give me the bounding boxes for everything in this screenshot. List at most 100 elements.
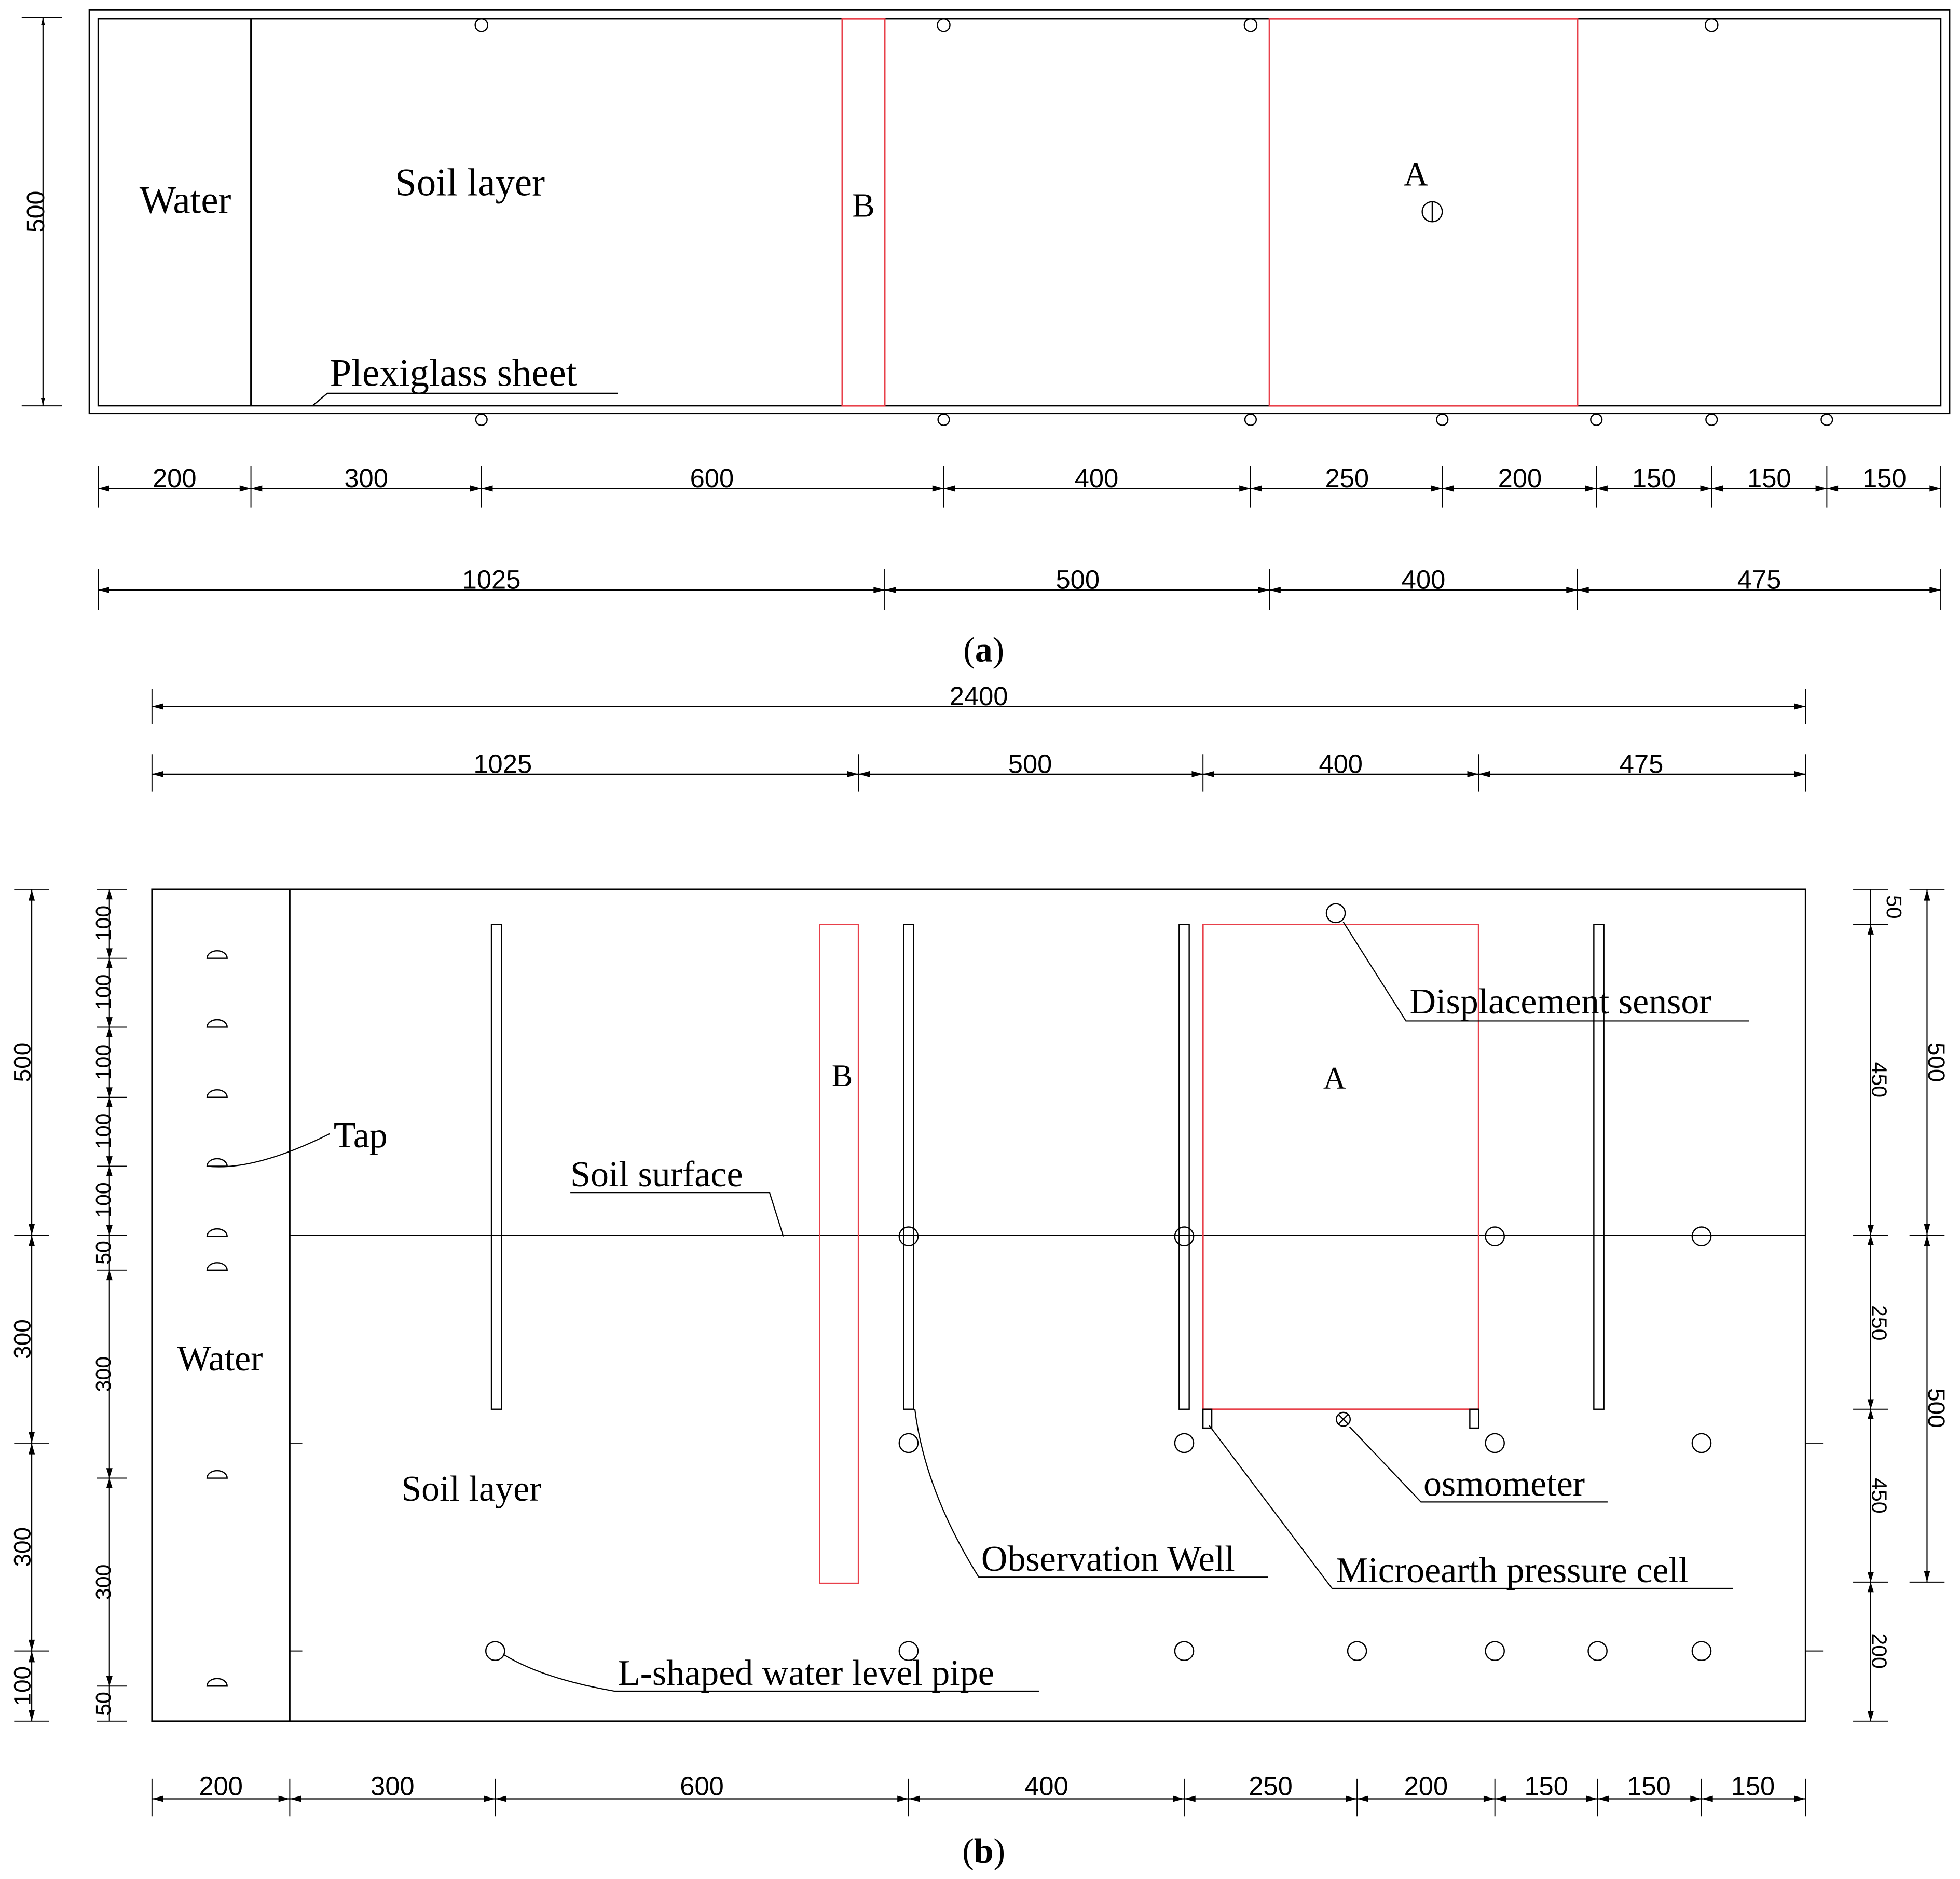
dim-label: 50 bbox=[91, 1692, 115, 1716]
panel-b-right-inner-dims: 50 450 250 450 200 bbox=[1853, 888, 1906, 1722]
observation-well-leader bbox=[914, 1409, 1268, 1578]
plexiglass-label: Plexiglass sheet bbox=[330, 352, 577, 395]
tap-symbol bbox=[206, 1678, 228, 1687]
dim-label: 50 bbox=[91, 1241, 115, 1265]
dim-label: 1025 bbox=[462, 565, 521, 595]
tap-symbol bbox=[206, 1262, 228, 1271]
observation-well-label: Observation Well bbox=[981, 1539, 1235, 1579]
panel-a-height-dim: 500 bbox=[22, 191, 50, 233]
dim-label: 1025 bbox=[473, 749, 532, 778]
sensor-markers-top bbox=[474, 18, 1719, 32]
panel-b-top-row-dim: 1025 500 400 475 bbox=[151, 749, 1806, 792]
dim-label: 600 bbox=[680, 1771, 724, 1801]
soil-layer-label: Soil layer bbox=[395, 161, 545, 204]
tank-outer-frame bbox=[88, 9, 1951, 415]
displacement-sensor-label: Displacement sensor bbox=[1410, 982, 1711, 1022]
sensor-marker bbox=[1243, 18, 1258, 32]
displacement-sensor-symbol bbox=[1325, 903, 1346, 924]
panel-b-section-view: 2400 1025 500 400 475 bbox=[9, 681, 1950, 1871]
dim-label: 300 bbox=[344, 463, 388, 493]
pressure-cell-label: Microearth pressure cell bbox=[1336, 1551, 1689, 1590]
sensor-marker bbox=[1704, 18, 1719, 32]
dim-label: 100 bbox=[91, 1045, 115, 1080]
dim-label: 300 bbox=[91, 1565, 115, 1600]
zone-a-outline bbox=[1202, 924, 1479, 1410]
dim-label: 500 bbox=[1923, 1043, 1950, 1082]
soil-surface-leader bbox=[570, 1192, 784, 1237]
dim-label: 150 bbox=[1632, 463, 1676, 493]
dim-label: 250 bbox=[1325, 463, 1369, 493]
panel-a-dim-row-2: 1025 500 400 475 bbox=[98, 565, 1942, 610]
pressure-cell-symbol bbox=[1469, 1408, 1479, 1429]
panel-a-plan-view: Water Soil layer B A Plexiglass sheet 50… bbox=[21, 9, 1951, 669]
tap-label: Tap bbox=[334, 1116, 388, 1156]
tap-symbol bbox=[206, 950, 228, 959]
tap-symbol bbox=[206, 1470, 228, 1479]
observation-well bbox=[903, 924, 914, 1410]
dim-label: 200 bbox=[1404, 1771, 1448, 1801]
dim-label: 500 bbox=[1008, 749, 1052, 778]
soil-surface-label: Soil surface bbox=[570, 1155, 743, 1195]
sensor-marker bbox=[1820, 413, 1833, 426]
dim-label: 400 bbox=[1402, 565, 1446, 595]
zone-b-outline bbox=[819, 924, 859, 1584]
sensor-markers-bottom bbox=[475, 413, 1833, 426]
dim-label: 150 bbox=[1627, 1771, 1671, 1801]
sensor-marker bbox=[1705, 413, 1718, 426]
dim-label: 300 bbox=[9, 1527, 36, 1567]
pressure-cell-leader bbox=[1209, 1425, 1733, 1589]
tank-section-frame bbox=[151, 888, 1806, 1722]
dim-label: 300 bbox=[91, 1356, 115, 1392]
dim-label: 300 bbox=[9, 1319, 36, 1359]
panel-b-bottom-dims: 200 300 600 400 250 200 150 150 150 bbox=[151, 1771, 1806, 1817]
dim-label: 150 bbox=[1731, 1771, 1775, 1801]
tap-symbol bbox=[206, 1158, 228, 1167]
zone-a-outline bbox=[1268, 18, 1579, 407]
dim-label: 100 bbox=[91, 975, 115, 1010]
dim-label: 400 bbox=[1075, 463, 1119, 493]
dim-label: 100 bbox=[91, 1114, 115, 1149]
edge-tick-marks bbox=[290, 1442, 1824, 1652]
tap-symbol bbox=[206, 1019, 228, 1028]
dim-label: 50 bbox=[1882, 895, 1906, 919]
dim-label: 300 bbox=[371, 1771, 415, 1801]
taps bbox=[206, 950, 228, 1687]
panel-b-top-total-dim: 2400 bbox=[151, 681, 1806, 724]
soil-layer-label: Soil layer bbox=[401, 1469, 541, 1509]
tank-inner-frame bbox=[97, 18, 1942, 407]
zone-a-label: A bbox=[1323, 1061, 1346, 1096]
panel-a-dim-row-1: 200 300 600 400 250 200 150 150 150 bbox=[98, 463, 1942, 508]
sensor-marker bbox=[1244, 413, 1257, 426]
tap-symbol bbox=[206, 1089, 228, 1098]
dim-label: 250 bbox=[1867, 1305, 1891, 1340]
observation-well bbox=[490, 924, 502, 1410]
total-length-dim: 2400 bbox=[950, 681, 1008, 711]
sensor-marker bbox=[1436, 413, 1449, 426]
displacement-sensor-leader bbox=[1342, 922, 1749, 1022]
water-label: Water bbox=[140, 179, 231, 222]
dim-label: 200 bbox=[153, 463, 197, 493]
sensor-marker bbox=[475, 413, 488, 426]
panel-b-caption: (b) bbox=[962, 1832, 1005, 1871]
dim-label: 100 bbox=[91, 1182, 115, 1217]
zone-a-label: A bbox=[1404, 156, 1428, 193]
panel-a-left-dimension: 500 bbox=[21, 17, 62, 407]
dim-label: 100 bbox=[91, 906, 115, 941]
zone-b-label: B bbox=[852, 187, 874, 225]
plexiglass-leader bbox=[312, 392, 618, 407]
dim-label: 400 bbox=[1024, 1771, 1068, 1801]
zone-b-label: B bbox=[832, 1059, 853, 1093]
panel-b-left-inner-dims: 100 100 100 100 100 50 300 300 50 bbox=[91, 888, 127, 1722]
dim-label: 450 bbox=[1867, 1478, 1891, 1513]
sensor-marker bbox=[474, 18, 489, 32]
displacement-sensor-a-symbol bbox=[1421, 201, 1443, 223]
dim-label: 150 bbox=[1862, 463, 1907, 493]
osmometer-leader bbox=[1349, 1426, 1608, 1503]
dim-label: 450 bbox=[1867, 1062, 1891, 1098]
panel-b-left-outer-dims: 500 300 300 100 bbox=[9, 888, 49, 1722]
pressure-cell-symbol bbox=[1202, 1408, 1213, 1429]
dim-label: 200 bbox=[1867, 1633, 1891, 1668]
observation-well bbox=[1593, 924, 1605, 1410]
osmometer-symbol bbox=[1336, 1411, 1351, 1427]
